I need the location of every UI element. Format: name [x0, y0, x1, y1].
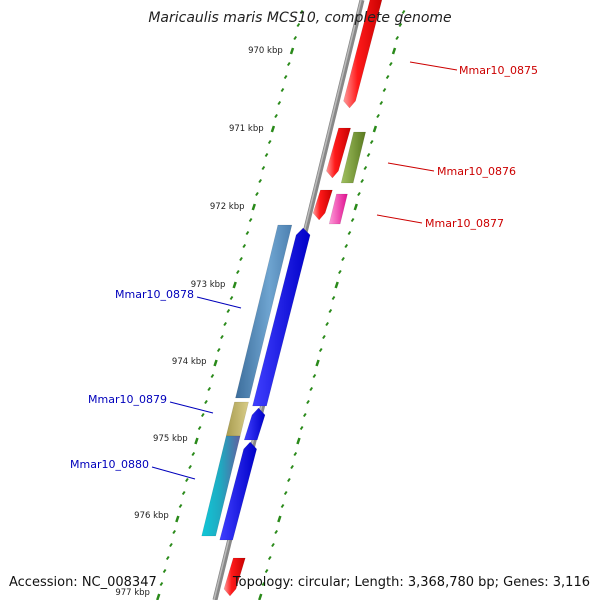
gene-labels: Mmar10_0875 Mmar10_0876 Mmar10_0877 Mmar10_… [70, 61, 538, 480]
gene-feature[interactable] [225, 401, 249, 437]
kbp-label: 971 kbp [229, 124, 264, 134]
gene-label[interactable]: Mmar10_0879 [88, 393, 167, 406]
gene-label[interactable]: Mmar10_0877 [425, 217, 504, 230]
gene-label[interactable]: Mmar10_0878 [115, 288, 194, 301]
gene-feature[interactable] [312, 189, 333, 221]
gene-feature[interactable] [252, 227, 311, 407]
gene-feature[interactable] [223, 557, 246, 597]
gene-feature[interactable] [201, 435, 241, 537]
kbp-label: 975 kbp [153, 434, 188, 444]
genome-title: Maricaulis maris MCS10, complete genome [148, 10, 452, 26]
gene-feature[interactable] [340, 131, 366, 184]
gene-label[interactable]: Mmar10_0875 [459, 64, 538, 77]
topology-text: Topology: circular; Length: 3,368,780 bp… [232, 575, 590, 590]
gene-feature[interactable] [219, 441, 257, 541]
gene-feature[interactable] [326, 127, 351, 179]
kbp-label: 977 kbp [115, 588, 150, 598]
kbp-label: 976 kbp [134, 511, 169, 521]
kbp-labels: 970 kbp 971 kbp 972 kbp 973 kbp 974 kbp 975 k… [115, 46, 282, 598]
gene-feature[interactable] [328, 193, 348, 225]
kbp-label: 970 kbp [248, 46, 283, 56]
kbp-label: 974 kbp [172, 357, 207, 367]
gene-feature[interactable] [343, 0, 384, 109]
gene-label[interactable]: Mmar10_0880 [70, 458, 149, 471]
tick-dots [156, 9, 406, 600]
kbp-label: 972 kbp [210, 202, 245, 212]
kbp-label: 973 kbp [191, 280, 226, 290]
gene-feature[interactable] [235, 224, 293, 399]
gene-label[interactable]: Mmar10_0876 [437, 165, 516, 178]
accession-text: Accession: NC_008347 [9, 575, 157, 590]
gene-features [201, 0, 384, 597]
gene-feature[interactable] [243, 407, 266, 441]
